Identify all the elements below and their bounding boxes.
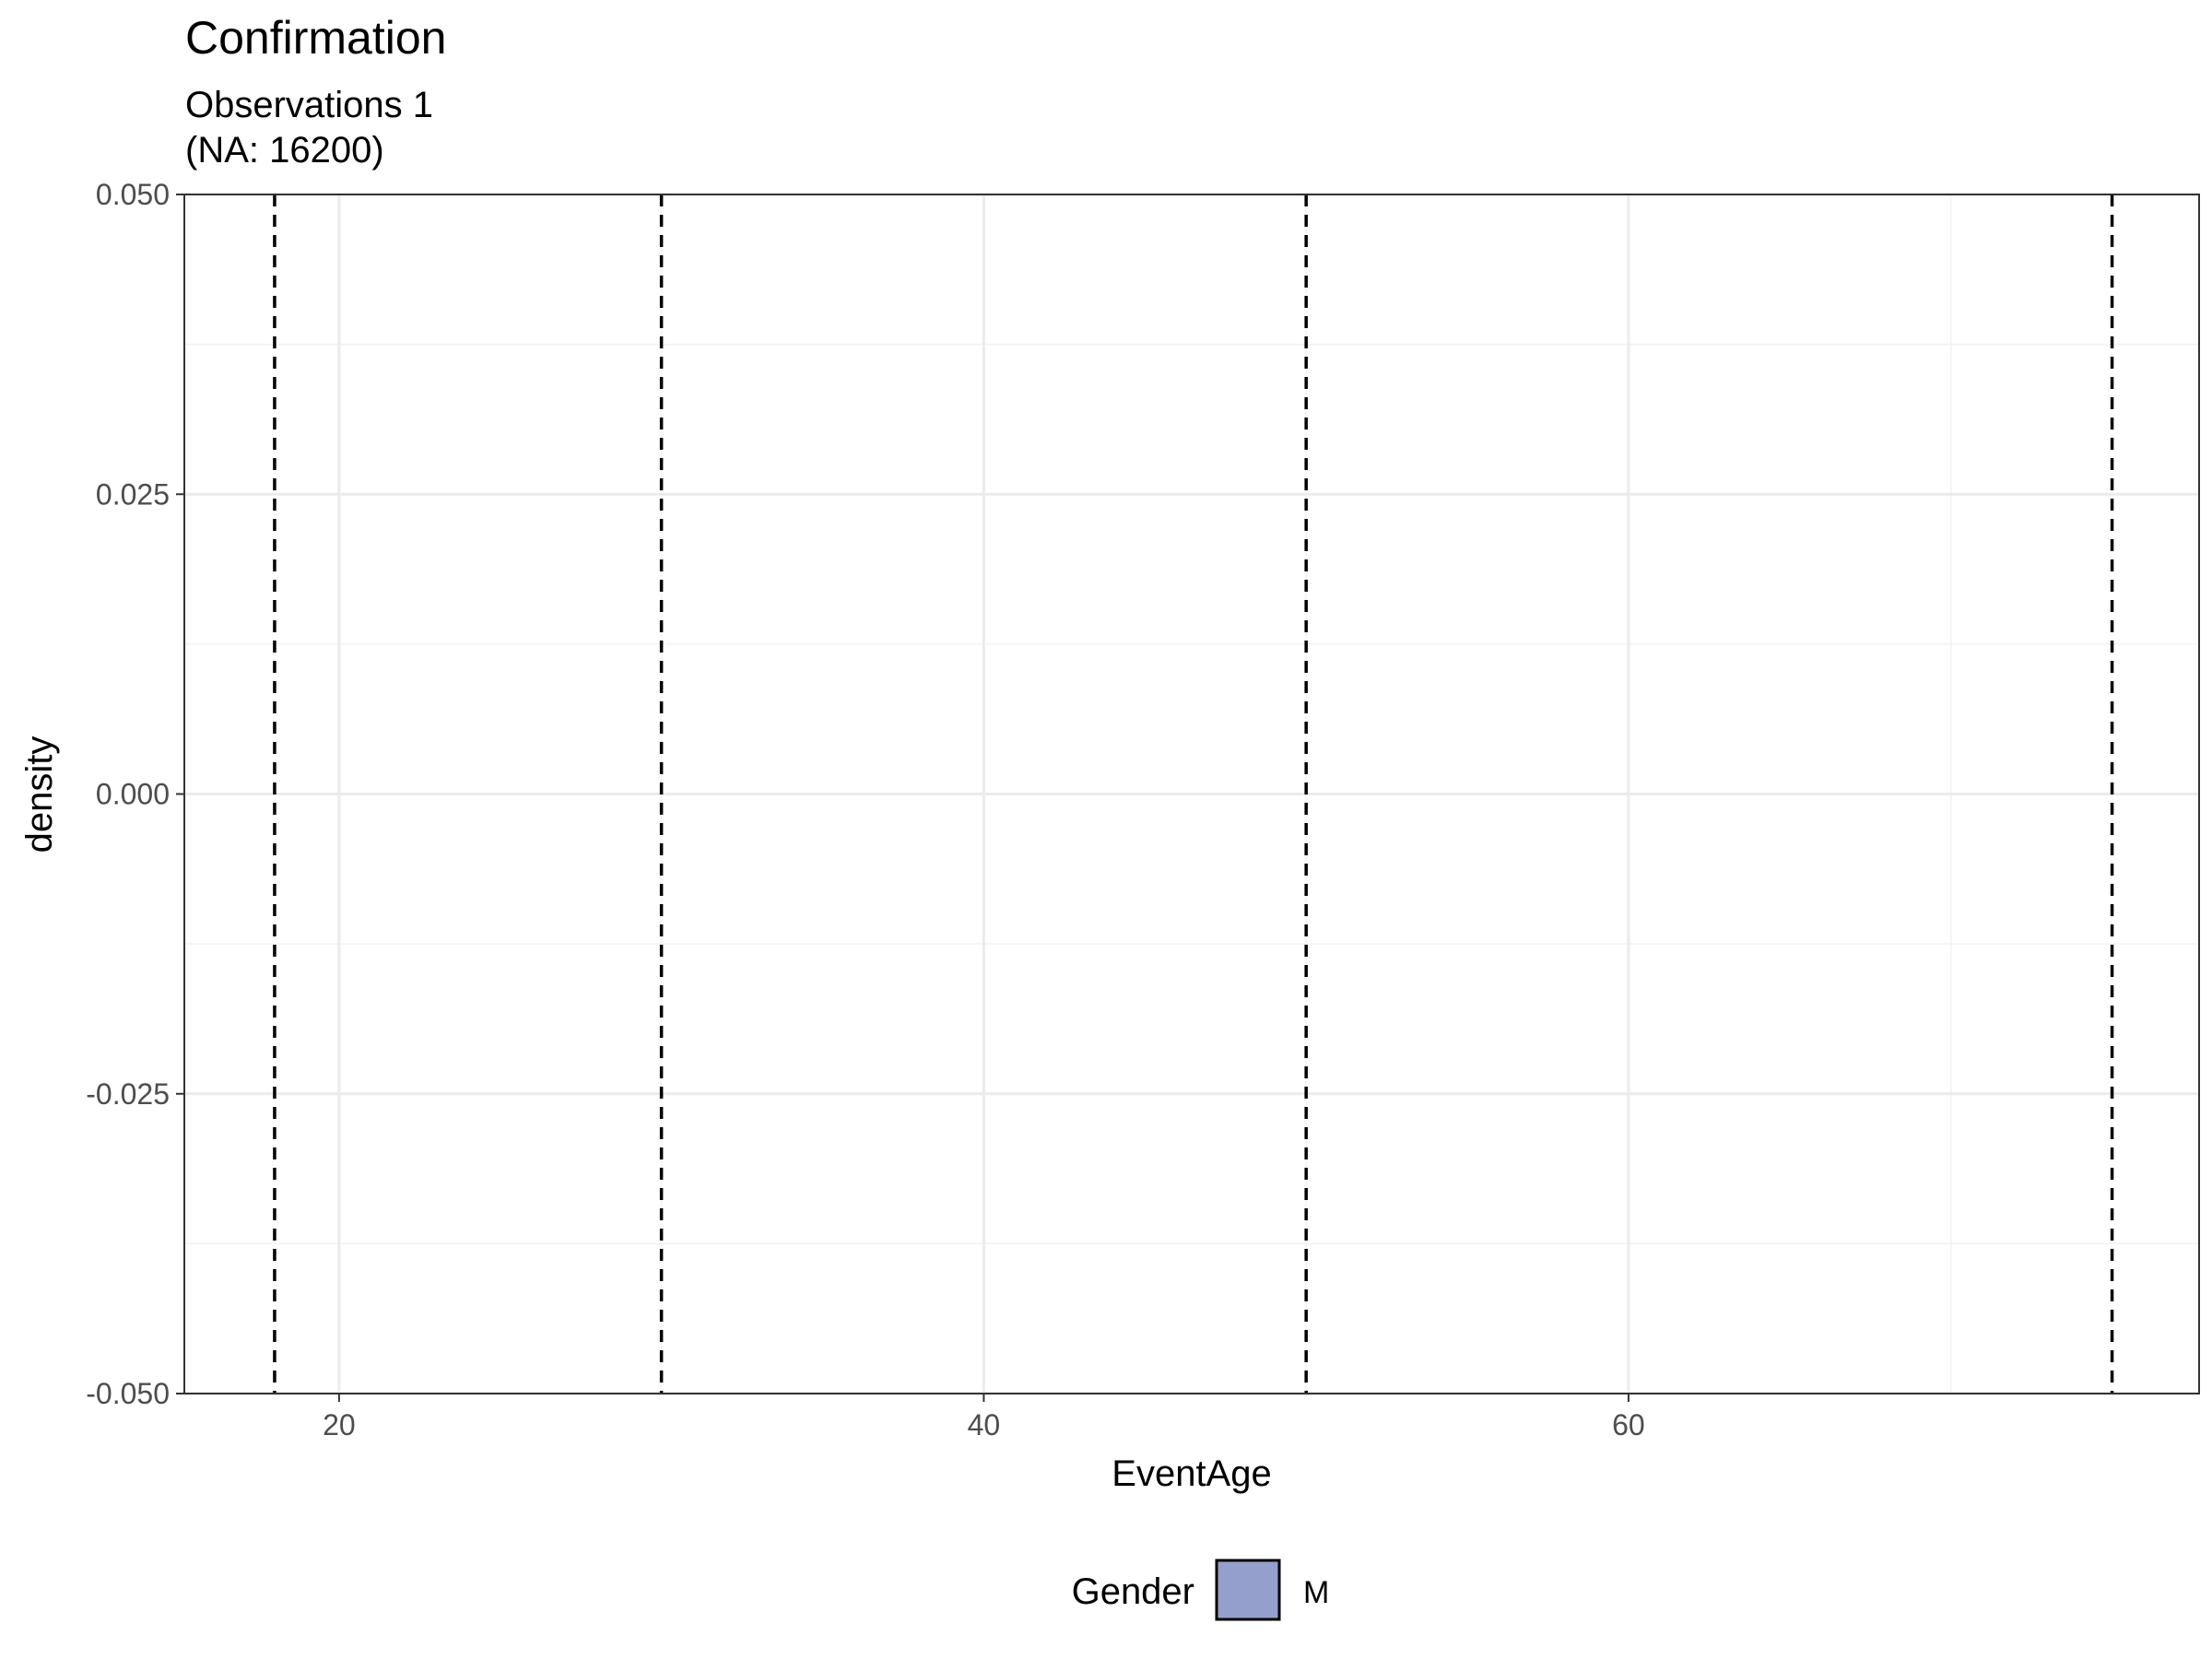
x-tick-label: 60 — [1612, 1408, 1645, 1441]
chart-title: Confirmation — [185, 12, 446, 64]
chart-subtitle-line-2: (NA: 16200) — [185, 130, 384, 171]
legend-key-m — [1215, 1559, 1281, 1621]
y-tick-label: -0.025 — [86, 1077, 170, 1111]
x-axis-title: EventAge — [1112, 1453, 1271, 1494]
y-tick-label: 0.000 — [96, 778, 170, 811]
x-tick-label: 20 — [323, 1408, 356, 1441]
y-tick-label: 0.050 — [96, 178, 170, 211]
chart-subtitle-line-1: Observations 1 — [185, 85, 433, 125]
plot-panel — [183, 193, 2200, 1395]
y-tick-label: -0.050 — [86, 1377, 170, 1410]
legend-title: Gender — [1072, 1571, 1194, 1612]
legend-label-m: M — [1303, 1575, 1329, 1610]
y-axis: -0.050 -0.025 0.000 0.025 0.050 — [86, 178, 184, 1410]
reference-lines — [273, 194, 2114, 1394]
legend: Gender M — [1072, 1559, 1329, 1621]
y-tick-label: 0.025 — [96, 477, 170, 511]
y-axis-title: density — [19, 736, 60, 853]
x-axis: 20 40 60 — [323, 1394, 1645, 1441]
x-tick-label: 40 — [968, 1408, 1001, 1441]
